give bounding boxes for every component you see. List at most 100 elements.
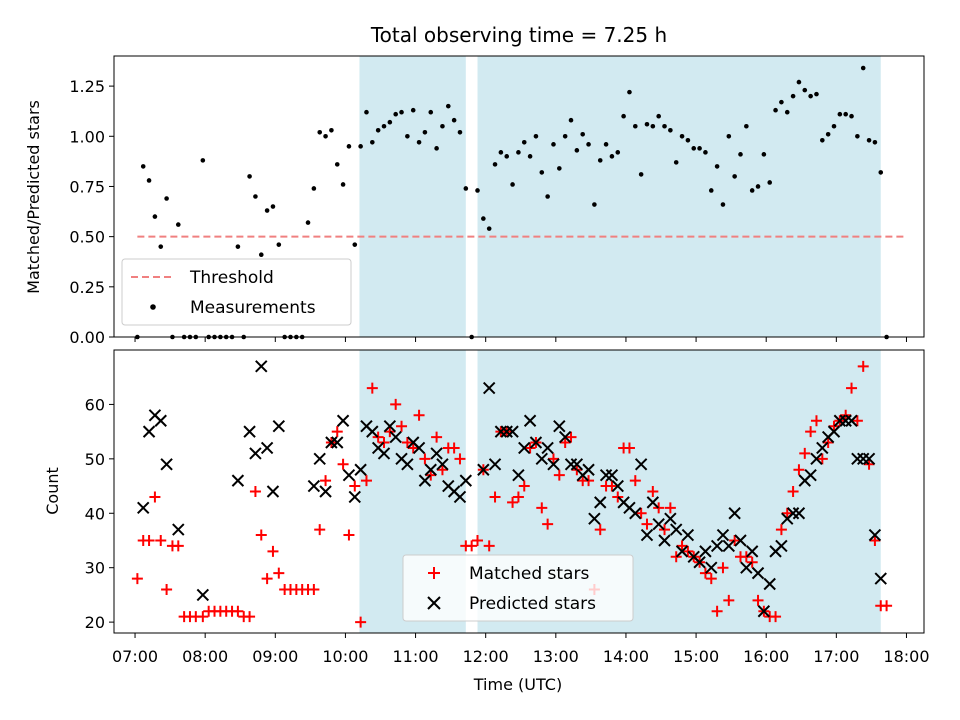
matched-star-marker: [431, 431, 443, 443]
matched-star-marker: [863, 458, 875, 470]
matched-star-marker: [454, 453, 466, 465]
predicted-star-marker: [722, 539, 736, 553]
matched-star-marker: [466, 540, 478, 552]
measurement-point: [305, 220, 311, 225]
predicted-star-marker: [529, 436, 543, 449]
matched-star-marker: [407, 442, 419, 454]
predicted-star-marker: [810, 452, 823, 466]
predicted-star-marker: [664, 512, 677, 525]
predicted-star-marker: [681, 528, 695, 542]
matched-star-marker: [822, 437, 834, 449]
matched-star-marker: [308, 583, 320, 595]
predicted-star-marker: [728, 507, 741, 520]
measurement-point: [370, 140, 375, 145]
measurement-point: [574, 148, 580, 153]
predicted-star-marker: [570, 458, 584, 471]
matched-star-marker: [366, 382, 378, 394]
predicted-star-marker: [804, 468, 817, 482]
measurement-point: [673, 160, 679, 165]
predicted-star-marker: [436, 458, 449, 471]
matched-star-marker: [384, 426, 396, 438]
matched-star-marker: [314, 524, 326, 536]
top-legend-box: [121, 258, 352, 326]
measurement-point: [258, 252, 264, 258]
measurement-point: [422, 129, 428, 135]
predicted-star-marker: [243, 425, 256, 438]
predicted-star-marker: [605, 468, 619, 482]
measurement-point: [603, 142, 609, 147]
measurement-point: [270, 204, 276, 209]
matched-star-marker: [337, 458, 349, 470]
y-tick-label: 0.75: [69, 177, 105, 196]
measurement-point: [656, 113, 661, 119]
predicted-star-marker: [154, 414, 167, 427]
matched-star-marker: [740, 551, 752, 563]
measurement-point: [562, 133, 568, 139]
matched-star-marker: [828, 420, 840, 432]
matched-star-marker: [553, 469, 565, 481]
matched-star-marker: [436, 464, 448, 476]
measurement-point: [732, 174, 737, 179]
predicted-star-marker: [734, 534, 747, 547]
predicted-star-marker: [710, 539, 724, 553]
predicted-star-marker: [272, 419, 286, 433]
matched-star-marker: [331, 426, 343, 438]
measurement-point: [405, 133, 410, 139]
matched-star-marker: [705, 573, 717, 585]
measurement-point: [463, 186, 469, 191]
measurement-point: [808, 93, 813, 99]
predicted-star-marker: [775, 539, 788, 553]
predicted-star-marker: [582, 463, 595, 476]
matched-star-marker: [571, 464, 583, 476]
measurement-point: [568, 117, 574, 123]
top-y-axis-label: Matched/Predicted stars: [24, 100, 43, 294]
predicted-star-marker: [342, 468, 356, 482]
measurement-point: [621, 113, 626, 119]
predicted-star-marker: [740, 561, 753, 574]
matched-star-marker: [524, 442, 536, 454]
matched-star-marker: [770, 611, 782, 623]
matched-star-marker: [723, 594, 735, 606]
measurement-point: [164, 196, 169, 201]
matched-star-marker: [816, 453, 828, 465]
measurement-point: [820, 138, 825, 143]
matched-star-marker: [472, 534, 484, 546]
measurement-point: [551, 142, 556, 147]
x-tick-label: 18:00: [883, 647, 929, 666]
legend-measurements-label: Measurements: [190, 298, 316, 318]
measurement-point: [146, 178, 152, 183]
matched-star-marker: [320, 475, 332, 487]
predicted-star-marker: [453, 490, 467, 504]
predicted-star-marker: [459, 474, 473, 487]
measurement-point: [679, 133, 685, 139]
legend-matched-swatch: [428, 567, 440, 579]
top-legend: Threshold Measurements: [121, 258, 352, 326]
x-tick-label: 10:00: [322, 647, 368, 666]
measurement-point: [755, 184, 761, 189]
bottom-axes-frame: [113, 349, 925, 634]
matched-star-marker: [255, 529, 267, 541]
matched-star-marker: [197, 611, 209, 623]
measurement-point: [843, 111, 848, 117]
predicted-star-marker: [477, 463, 490, 476]
measurement-point: [580, 131, 586, 137]
x-tick-label: 16:00: [743, 647, 789, 666]
measurement-point: [662, 123, 667, 129]
matched-star-marker: [249, 486, 261, 497]
y-tick-label: 20: [85, 613, 105, 632]
top-y-ticks: 0.00 0.25 0.50 0.75 1.00 1.25: [69, 77, 114, 347]
measurement-point: [784, 109, 790, 115]
predicted-star-marker: [833, 414, 847, 427]
predicted-star-marker: [716, 528, 730, 542]
y-tick-label: 30: [85, 559, 105, 578]
top-x-ticks: [134, 337, 907, 342]
measurement-point: [597, 158, 603, 163]
measurement-point: [632, 123, 638, 129]
measurement-point: [691, 146, 697, 151]
matched-star-marker: [623, 442, 635, 454]
matched-star-marker: [507, 496, 519, 508]
legend-matched-label: Matched stars: [469, 564, 589, 584]
matched-star-marker: [261, 573, 273, 585]
measurement-point: [387, 119, 393, 125]
measurement-point: [393, 111, 398, 117]
